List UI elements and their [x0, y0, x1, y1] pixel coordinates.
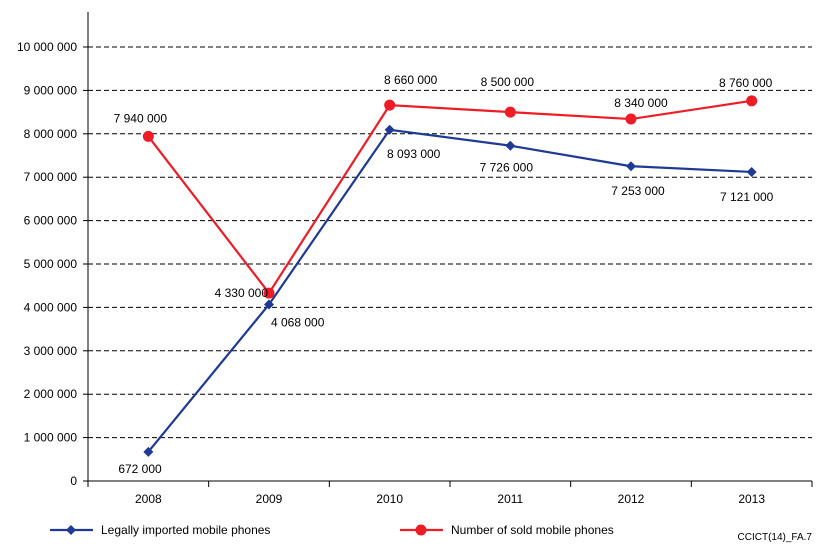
data-point — [626, 161, 636, 172]
y-tick-label: 5 000 000 — [24, 257, 78, 271]
data-label: 8 340 000 — [614, 96, 668, 110]
x-tick-label: 2011 — [497, 492, 523, 506]
data-label: 672 000 — [118, 462, 162, 476]
grid-lines — [88, 46, 812, 439]
x-tick-label: 2013 — [738, 492, 765, 506]
y-tick-label: 2 000 000 — [24, 387, 78, 401]
data-point — [746, 166, 757, 177]
legend-marker — [415, 524, 427, 536]
data-point — [264, 299, 274, 310]
data-label: 8 760 000 — [719, 76, 773, 90]
x-tick-label: 2012 — [618, 492, 645, 506]
data-label: 8 093 000 — [387, 147, 441, 161]
data-label: 7 940 000 — [114, 111, 168, 125]
data-point — [746, 95, 758, 107]
axes — [87, 12, 812, 482]
data-labels: 672 000 4 068 000 8 093 000 7 726 000 7 253 … — [114, 73, 774, 476]
y-tick-label: 3 000 000 — [24, 344, 78, 358]
data-point — [384, 124, 395, 135]
data-label: 4 330 000 — [215, 286, 269, 300]
data-label: 7 253 000 — [611, 184, 665, 198]
y-tick-label: 4 000 000 — [24, 300, 78, 314]
series-line — [147, 99, 752, 295]
x-tick-label: 2010 — [376, 492, 403, 506]
source-note: CCICT(14)_FA.7 — [738, 532, 813, 543]
data-label: 7 121 000 — [720, 190, 774, 204]
y-axis-ticks: 0 1 000 000 2 000 000 3 000 000 4 000 000 5 0… — [17, 40, 88, 488]
data-point — [143, 446, 154, 457]
y-tick-label: 7 000 000 — [24, 170, 78, 184]
data-label: 8 660 000 — [384, 73, 438, 87]
data-point — [384, 99, 396, 111]
y-tick-label: 0 — [70, 474, 77, 488]
data-label: 7 726 000 — [480, 161, 534, 175]
x-tick-label: 2009 — [256, 492, 283, 506]
data-point — [625, 113, 637, 125]
y-tick-label: 9 000 000 — [24, 83, 78, 97]
x-tick-label: 2008 — [135, 492, 162, 506]
x-axis-ticks: 2008 2009 2010 2011 2012 2013 — [87, 481, 813, 506]
data-point — [505, 140, 516, 151]
data-point — [142, 130, 154, 142]
legend-label: Legally imported mobile phones — [101, 523, 270, 537]
data-point — [263, 287, 275, 299]
data-label: 8 500 000 — [481, 75, 535, 89]
y-tick-label: 6 000 000 — [24, 214, 78, 228]
legend-label: Number of sold mobile phones — [451, 523, 614, 537]
data-label: 4 068 000 — [271, 315, 325, 329]
y-tick-label: 10 000 000 — [17, 40, 77, 54]
legend: Legally imported mobile phones Number of … — [50, 523, 614, 537]
y-tick-label: 1 000 000 — [24, 431, 78, 445]
series-line — [147, 128, 752, 453]
series-group — [142, 95, 758, 457]
legend-marker — [66, 525, 76, 535]
data-point — [504, 106, 516, 118]
y-tick-label: 8 000 000 — [24, 127, 78, 141]
